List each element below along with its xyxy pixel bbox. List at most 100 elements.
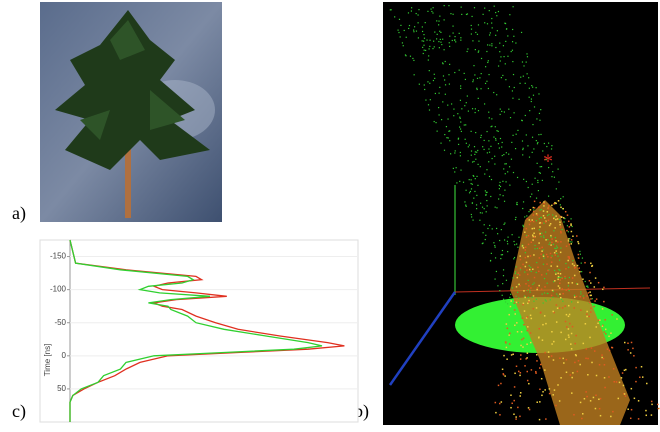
cloud-point bbox=[421, 30, 424, 33]
cloud-point bbox=[488, 73, 490, 76]
cloud-point bbox=[554, 236, 557, 239]
cloud-point bbox=[474, 108, 476, 110]
cloud-point bbox=[525, 61, 527, 63]
cloud-point bbox=[505, 342, 507, 344]
cloud-point bbox=[567, 220, 570, 223]
cloud-point bbox=[512, 171, 515, 174]
cloud-point bbox=[562, 300, 564, 302]
cloud-point bbox=[538, 327, 540, 330]
cloud-point bbox=[485, 234, 487, 236]
cloud-point bbox=[558, 269, 560, 271]
cloud-point bbox=[413, 31, 415, 33]
cloud-point bbox=[579, 296, 582, 298]
cloud-point bbox=[514, 313, 516, 315]
cloud-point bbox=[500, 229, 502, 231]
cloud-point bbox=[602, 324, 604, 327]
cloud-point bbox=[657, 403, 659, 406]
cloud-point bbox=[440, 41, 442, 43]
cloud-point bbox=[400, 24, 402, 26]
cloud-point bbox=[487, 87, 489, 90]
cloud-point bbox=[549, 223, 552, 225]
cloud-point bbox=[486, 169, 488, 171]
cloud-point bbox=[589, 400, 592, 402]
cloud-point bbox=[555, 245, 558, 247]
cloud-point bbox=[481, 212, 483, 214]
cloud-point bbox=[553, 203, 555, 205]
cloud-point bbox=[424, 88, 426, 91]
cloud-point bbox=[589, 291, 591, 293]
cloud-point bbox=[560, 298, 563, 300]
cloud-point bbox=[489, 44, 491, 46]
cloud-point bbox=[551, 343, 553, 345]
cloud-point bbox=[477, 110, 480, 112]
cloud-point bbox=[488, 111, 490, 113]
cloud-point bbox=[462, 181, 465, 183]
cloud-point bbox=[612, 367, 615, 370]
cloud-point bbox=[529, 291, 531, 293]
cloud-point bbox=[531, 136, 534, 138]
cloud-point bbox=[401, 42, 404, 44]
cloud-point bbox=[442, 101, 444, 103]
cloud-point bbox=[496, 94, 498, 96]
cloud-point bbox=[627, 408, 629, 410]
cloud-point bbox=[483, 224, 485, 226]
cloud-point bbox=[541, 222, 543, 224]
cloud-point bbox=[539, 226, 541, 228]
cloud-point bbox=[544, 221, 547, 223]
cloud-point bbox=[459, 155, 461, 157]
cloud-point bbox=[523, 295, 526, 297]
cloud-point bbox=[532, 94, 535, 96]
cloud-point bbox=[555, 188, 557, 190]
cloud-point bbox=[473, 175, 475, 177]
cloud-point bbox=[604, 386, 606, 389]
cloud-point bbox=[590, 294, 592, 297]
cloud-point bbox=[487, 61, 489, 64]
cloud-point bbox=[556, 252, 558, 255]
cloud-point bbox=[571, 263, 574, 265]
cloud-point bbox=[466, 95, 468, 97]
cloud-point bbox=[428, 55, 430, 57]
cloud-point bbox=[461, 13, 463, 16]
cloud-point bbox=[559, 293, 561, 295]
cloud-point bbox=[552, 310, 554, 313]
cloud-point bbox=[491, 27, 493, 29]
cloud-point bbox=[465, 205, 467, 207]
cloud-point bbox=[486, 130, 488, 133]
cloud-point bbox=[598, 398, 600, 401]
cloud-point bbox=[483, 103, 486, 105]
cloud-point bbox=[484, 22, 486, 24]
cloud-point bbox=[460, 130, 462, 133]
cloud-point bbox=[603, 377, 606, 379]
cloud-point bbox=[512, 6, 514, 8]
cloud-point bbox=[433, 46, 435, 48]
cloud-point bbox=[599, 414, 602, 417]
cloud-point bbox=[545, 273, 548, 275]
cloud-point bbox=[512, 28, 514, 31]
cloud-point bbox=[471, 202, 473, 204]
cloud-point bbox=[502, 195, 504, 197]
cloud-point bbox=[555, 202, 557, 205]
cloud-point bbox=[437, 106, 440, 109]
cloud-point bbox=[542, 254, 545, 256]
cloud-point bbox=[558, 307, 561, 309]
cloud-point bbox=[499, 60, 501, 62]
cloud-point bbox=[538, 206, 540, 209]
cloud-point bbox=[546, 292, 548, 295]
cloud-point bbox=[558, 259, 561, 261]
cloud-point bbox=[535, 370, 537, 373]
cloud-point bbox=[572, 260, 574, 262]
cloud-point bbox=[505, 181, 507, 183]
cloud-point bbox=[450, 153, 452, 155]
cloud-point bbox=[438, 92, 440, 94]
cloud-point bbox=[545, 253, 548, 256]
cloud-point bbox=[499, 137, 502, 140]
cloud-point bbox=[535, 307, 538, 309]
cloud-point bbox=[629, 417, 632, 420]
cloud-point bbox=[534, 244, 536, 247]
cloud-point bbox=[559, 221, 561, 223]
cloud-point bbox=[531, 296, 533, 298]
cloud-point bbox=[588, 280, 591, 282]
cloud-point bbox=[510, 293, 512, 295]
cloud-point bbox=[475, 131, 477, 134]
cloud-point bbox=[432, 12, 434, 14]
